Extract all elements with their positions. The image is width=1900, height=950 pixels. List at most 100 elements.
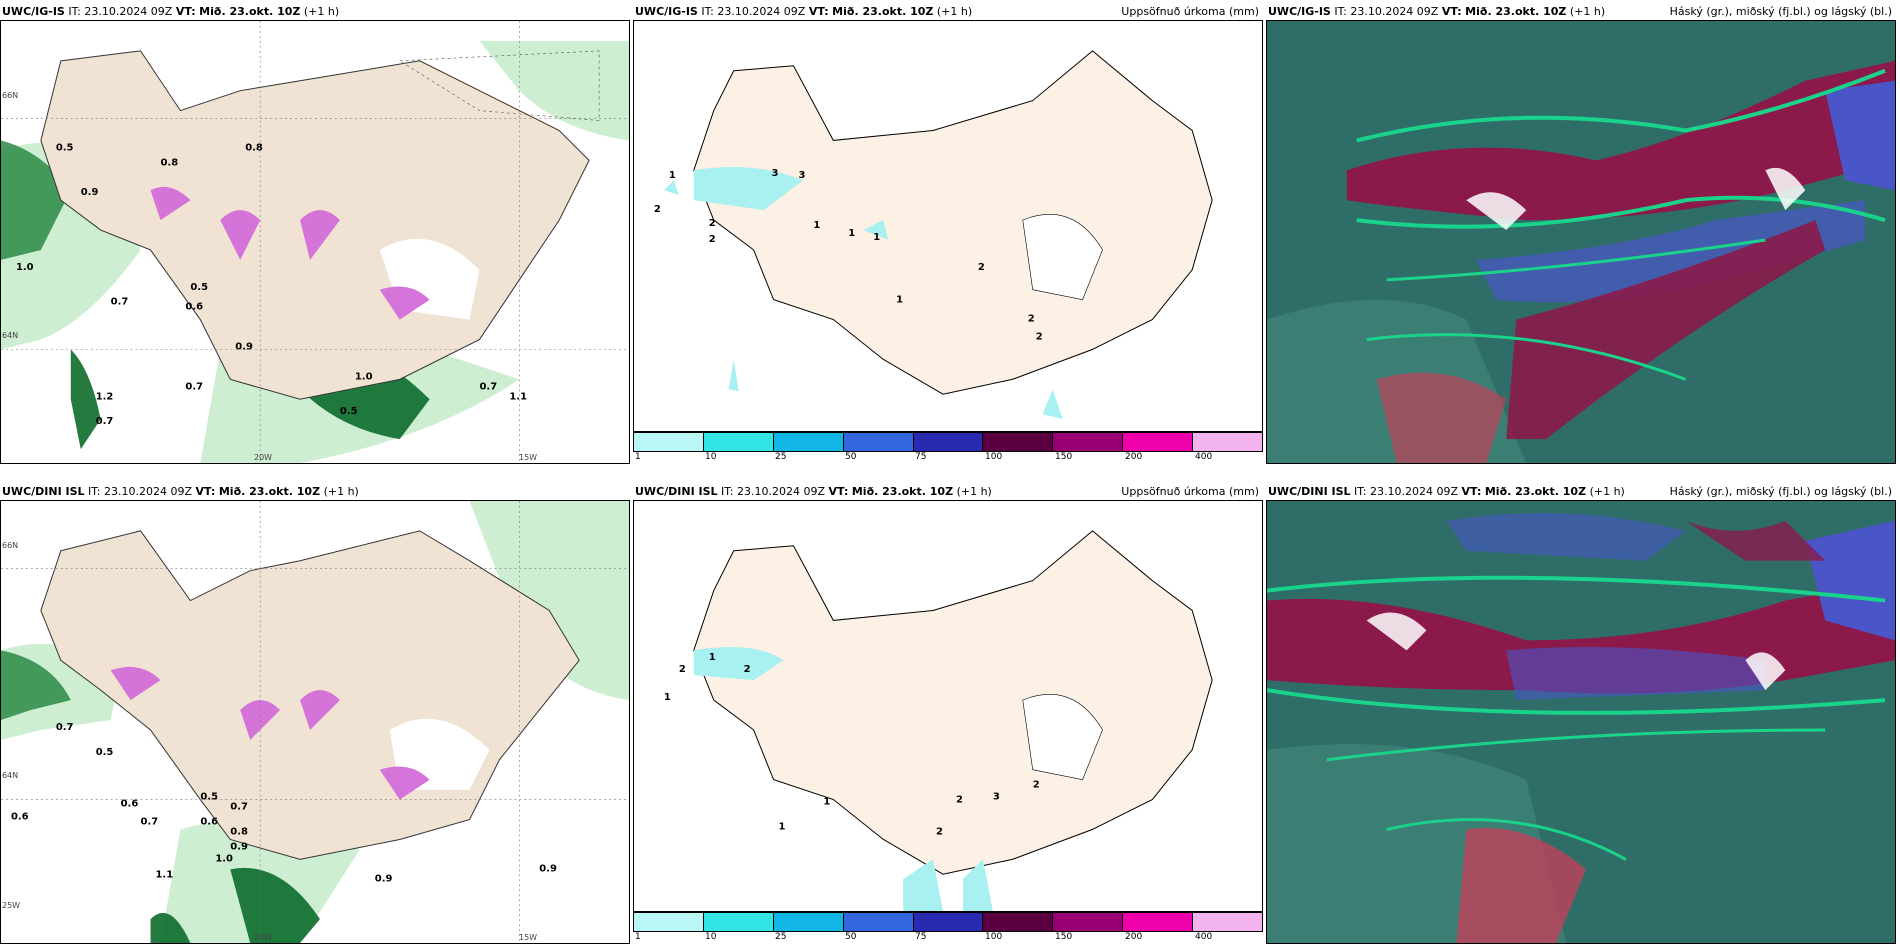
colorbar-segment — [1123, 433, 1194, 451]
model-name: UWC/IG-IS — [2, 5, 65, 18]
value-label: 1.1 — [509, 391, 527, 402]
offset: (+1 h) — [303, 5, 340, 18]
precip-colorbar — [633, 912, 1263, 932]
panel-title: Uppsöfnuð úrkoma (mm) — [1121, 485, 1259, 498]
value-label: 1 — [813, 220, 820, 231]
it-label: IT: — [1334, 5, 1347, 18]
model-name: UWC/IG-IS — [635, 5, 698, 18]
latitude-label: 66N — [2, 541, 19, 550]
offset: (+1 h) — [956, 485, 992, 498]
panel-ig-is-wind: UWC/IG-IS IT: 23.10.2024 09Z VT: Mið. 23… — [0, 0, 630, 464]
value-label: 2 — [1028, 314, 1035, 325]
colorbar-segment — [634, 433, 704, 451]
vt-label: VT: — [195, 485, 216, 498]
panel-header: UWC/IG-IS IT: 23.10.2024 09Z VT: Mið. 23… — [635, 5, 972, 18]
colorbar-tick: 150 — [1055, 452, 1073, 462]
value-label: 2 — [956, 795, 963, 806]
panel-header: UWC/IG-IS IT: 23.10.2024 09Z VT: Mið. 23… — [2, 5, 339, 18]
model-name: UWC/DINI ISL — [2, 485, 85, 498]
colorbar-segment — [913, 913, 984, 931]
it-label: IT: — [1354, 485, 1367, 498]
value-label: 2 — [936, 826, 943, 837]
colorbar-segment — [773, 433, 844, 451]
value-label: 1 — [669, 170, 676, 181]
colorbar-segment — [634, 913, 704, 931]
vt-time: Mið. 23.okt. 10Z — [218, 485, 321, 498]
latitude-label: 64N — [2, 331, 19, 340]
colorbar-segment — [843, 433, 914, 451]
latitude-label: 64N — [2, 771, 19, 780]
it-time: 23.10.2024 09Z — [84, 5, 173, 18]
value-label: 0.7 — [185, 381, 203, 392]
value-label: 2 — [709, 234, 716, 245]
colorbar-segment — [843, 913, 914, 931]
wind-map[interactable]: 0.5 1.0 0.9 0.6 0.7 0.8 0.5 0.7 1.2 0.7 … — [0, 20, 630, 464]
value-label: 0.7 — [96, 416, 114, 427]
value-label: 1 — [664, 692, 671, 703]
value-label: 0.7 — [111, 297, 129, 308]
colorbar-tick: 25 — [775, 932, 787, 942]
value-label: 2 — [1036, 331, 1043, 342]
value-label: 1.0 — [355, 371, 373, 382]
vt-label: VT: — [1461, 485, 1482, 498]
longitude-label: 20W — [254, 933, 273, 942]
panel-title: Uppsöfnuð úrkoma (mm) — [1121, 5, 1259, 18]
vt-time: Mið. 23.okt. 10Z — [199, 5, 301, 18]
model-name: UWC/IG-IS — [1268, 5, 1331, 18]
colorbar-tick: 200 — [1125, 452, 1143, 462]
panel-header: UWC/IG-IS IT: 23.10.2024 09Z VT: Mið. 23… — [1268, 5, 1605, 18]
longitude-label: 25W — [2, 901, 21, 910]
value-label: 0.9 — [235, 342, 253, 353]
value-label: 0.9 — [539, 863, 557, 874]
colorbar-tick: 100 — [985, 452, 1003, 462]
precip-map[interactable]: 1 2 2 1 1 2 3 2 1 2 — [633, 500, 1263, 912]
value-label: 0.6 — [200, 817, 218, 828]
value-label: 0.8 — [230, 826, 248, 837]
value-label: 0.9 — [230, 841, 248, 852]
colorbar-segment — [773, 913, 844, 931]
colorbar-tick: 1 — [635, 452, 641, 462]
value-label: 1 — [873, 232, 880, 243]
cloud-map[interactable] — [1266, 500, 1896, 944]
panel-dini-precip: UWC/DINI ISL IT: 23.10.2024 09Z VT: Mið.… — [633, 480, 1263, 942]
vt-label: VT: — [828, 485, 849, 498]
it-time: 23.10.2024 09Z — [737, 485, 826, 498]
wind-map[interactable]: 0.6 0.7 0.5 0.6 0.7 0.8 0.7 0.9 1.1 0.9 … — [0, 500, 630, 944]
value-label: 0.5 — [56, 142, 74, 153]
it-label: IT: — [68, 5, 81, 18]
value-label: 2 — [654, 204, 661, 215]
colorbar-segment — [1053, 913, 1124, 931]
vt-time: Mið. 23.okt. 10Z — [1484, 485, 1587, 498]
value-label: 3 — [772, 168, 779, 179]
panel-ig-is-precip: UWC/IG-IS IT: 23.10.2024 09Z VT: Mið. 23… — [633, 0, 1263, 462]
model-name: UWC/DINI ISL — [635, 485, 718, 498]
value-label: 2 — [1033, 780, 1040, 791]
colorbar-tick: 50 — [845, 452, 857, 462]
longitude-label: 15W — [519, 933, 538, 942]
value-label: 0.7 — [479, 381, 497, 392]
value-label: 2 — [744, 664, 751, 675]
colorbar-tick: 200 — [1125, 932, 1143, 942]
model-name: UWC/DINI ISL — [1268, 485, 1351, 498]
latitude-label: 66N — [2, 91, 19, 100]
colorbar-ticks: 1 10 25 50 75 100 150 200 400 — [633, 452, 1263, 464]
longitude-label: 20W — [254, 453, 273, 462]
value-label: 1 — [896, 295, 903, 306]
colorbar-tick: 150 — [1055, 932, 1073, 942]
value-label: 0.7 — [141, 817, 159, 828]
cloud-map[interactable] — [1266, 20, 1896, 464]
colorbar-tick: 10 — [705, 932, 717, 942]
it-time: 23.10.2024 09Z — [1370, 485, 1459, 498]
colorbar-tick: 400 — [1195, 452, 1213, 462]
precip-map[interactable]: 1 2 3 2 2 1 3 1 1 2 1 2 2 — [633, 20, 1263, 432]
offset: (+1 h) — [323, 485, 359, 498]
colorbar-tick: 75 — [915, 932, 927, 942]
value-label: 1.2 — [96, 391, 114, 402]
vt-label: VT: — [175, 5, 196, 18]
it-label: IT: — [88, 485, 101, 498]
value-label: 1 — [848, 228, 855, 239]
it-time: 23.10.2024 09Z — [1350, 5, 1439, 18]
colorbar-segment — [703, 913, 774, 931]
vt-time: Mið. 23.okt. 10Z — [851, 485, 954, 498]
value-label: 1.0 — [16, 262, 34, 273]
